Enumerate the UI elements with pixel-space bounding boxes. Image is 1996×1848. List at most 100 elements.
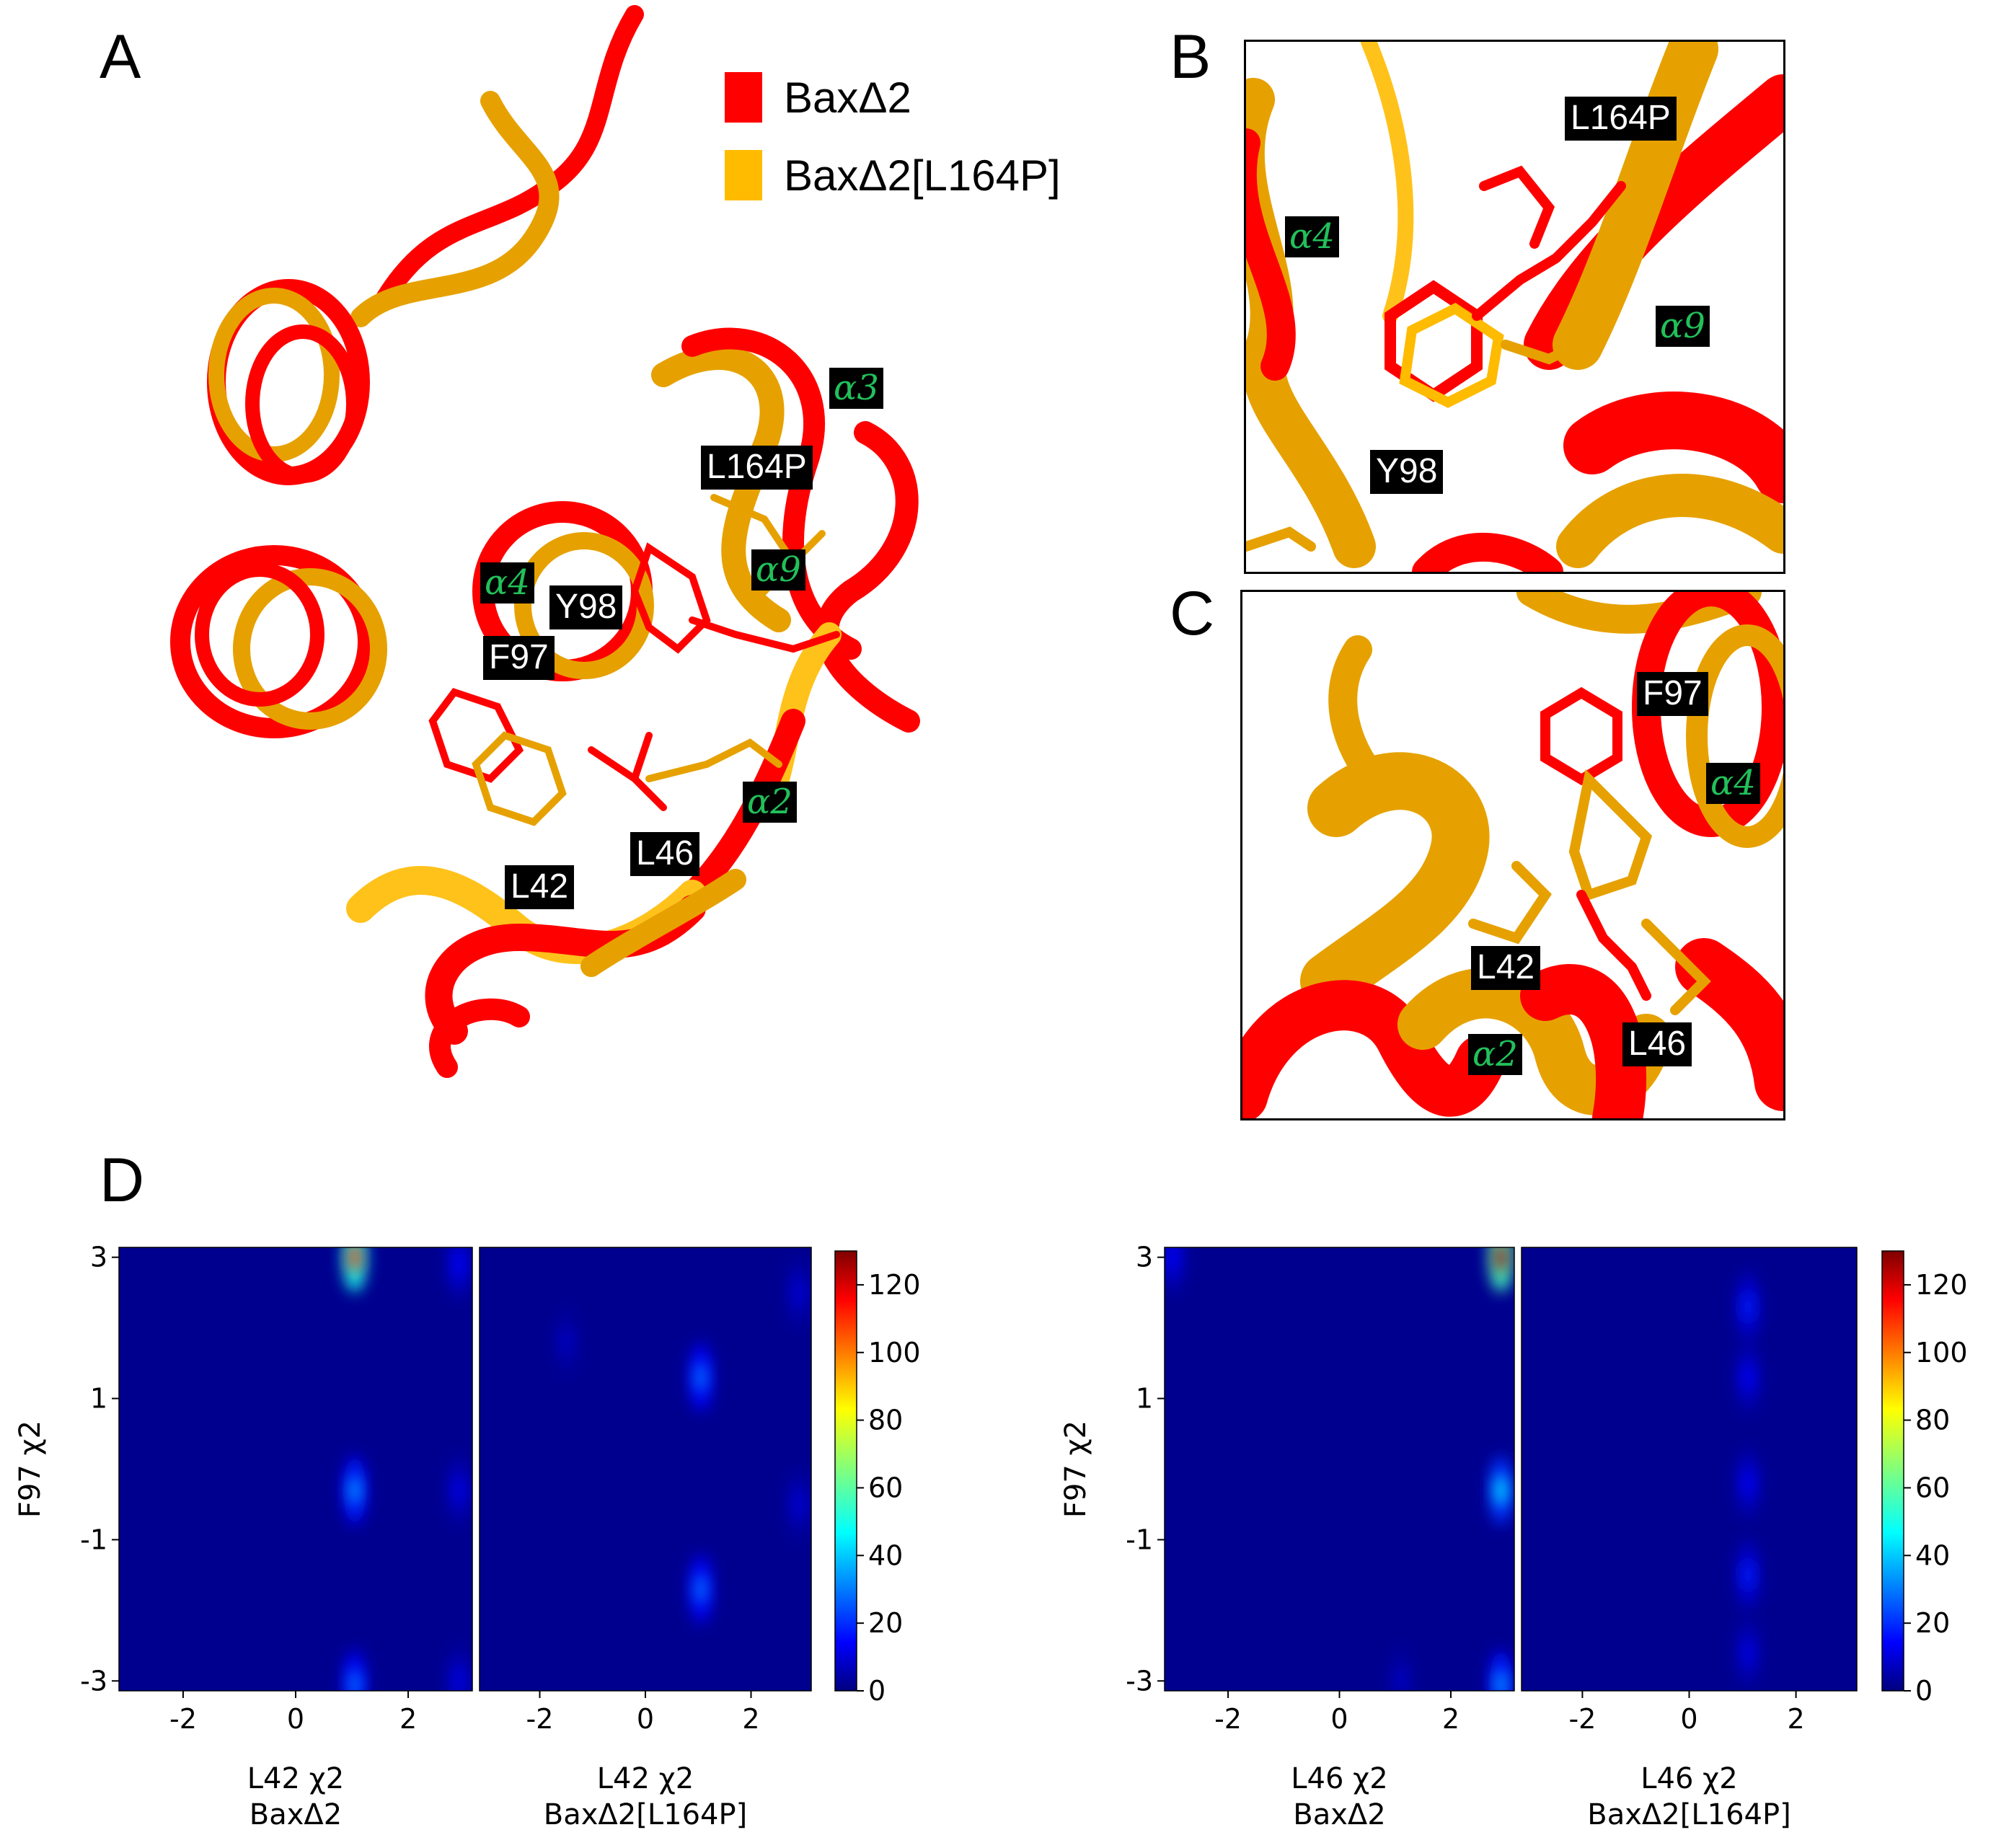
label-a4-b: α4 xyxy=(1285,216,1339,257)
density-spot-core xyxy=(453,1248,465,1281)
x-tick-label: 0 xyxy=(287,1703,304,1735)
x-axis-label-line2: BaxΔ2[L164P] xyxy=(1587,1798,1790,1831)
density-spot-core xyxy=(1395,1665,1407,1691)
x-tick-label: 2 xyxy=(399,1703,417,1735)
colorbar-tick-label: 0 xyxy=(868,1675,886,1707)
y-tick-label: -1 xyxy=(1126,1524,1153,1555)
x-axis-label-line1: L42 χ2 xyxy=(247,1762,344,1795)
legend-swatch-wt xyxy=(725,72,762,123)
colorbar-2: 120 100 80 60 40 20 0 xyxy=(1881,1250,1968,1707)
label-l46-c: L46 xyxy=(1622,1022,1692,1066)
label-a4-c: α4 xyxy=(1706,763,1760,804)
colorbar-tick-label: 100 xyxy=(868,1337,921,1369)
x-axis-label-line1: L42 χ2 xyxy=(597,1762,694,1795)
label-y98-b: Y98 xyxy=(1370,450,1444,494)
label-l42-a: L42 xyxy=(505,865,575,909)
heatmap-background xyxy=(1522,1247,1857,1691)
label-f97-a: F97 xyxy=(483,636,555,680)
panel-b-letter: B xyxy=(1170,22,1211,92)
x-tick-label: 0 xyxy=(1330,1703,1348,1735)
colorbar-tick-label: 120 xyxy=(868,1269,921,1301)
label-a2-c: α2 xyxy=(1468,1034,1522,1075)
inset-b xyxy=(1244,40,1785,574)
density-spot-core xyxy=(1495,1474,1507,1506)
label-l164p-b: L164P xyxy=(1565,97,1677,141)
inset-b-structure xyxy=(1246,42,1783,572)
x-tick-label: 2 xyxy=(742,1703,759,1735)
x-tick-label: 2 xyxy=(1787,1703,1804,1735)
density-spot-core xyxy=(1741,1559,1754,1591)
colorbar-tick-label: 80 xyxy=(1915,1405,1950,1436)
legend-label-mutant: BaxΔ2[L164P] xyxy=(784,151,1061,200)
y-tick-label: 3 xyxy=(90,1242,107,1273)
heatmap-background xyxy=(1165,1247,1514,1691)
colorbar-tick-label: 20 xyxy=(868,1607,903,1639)
colorbar-tick-label: 100 xyxy=(1915,1337,1968,1369)
colorbar-1: 120 100 80 60 40 20 0 xyxy=(834,1250,921,1707)
density-spot-core xyxy=(348,1247,361,1273)
x-tick-label: -2 xyxy=(526,1703,554,1735)
density-spot-core xyxy=(453,1665,465,1691)
y-tick-label: 1 xyxy=(1136,1383,1153,1415)
y-tick-label: -1 xyxy=(80,1524,107,1555)
protein-structure-a xyxy=(170,5,920,1078)
x-axis-label-line2: BaxΔ2[L164P] xyxy=(544,1798,747,1831)
label-l46-a: L46 xyxy=(630,832,700,876)
x-tick-label: 2 xyxy=(1442,1703,1460,1735)
inset-c-structure xyxy=(1242,592,1783,1118)
density-spot-core xyxy=(453,1474,465,1506)
density-spot-core xyxy=(1741,1291,1754,1323)
legend-swatch-mutant xyxy=(725,150,762,200)
colorbar-tick-label: 40 xyxy=(868,1539,903,1571)
colorbar-gradient xyxy=(1881,1250,1904,1692)
density-spot-core xyxy=(348,1474,361,1506)
label-a3: α3 xyxy=(829,368,883,409)
density-spot-core xyxy=(792,1276,805,1309)
density-spot-core xyxy=(1166,1247,1178,1273)
panel-a-letter: A xyxy=(100,22,141,92)
label-l42-c: L42 xyxy=(1471,946,1541,990)
x-tick-label: -2 xyxy=(1568,1703,1596,1735)
x-tick-label: -2 xyxy=(169,1703,197,1735)
heatmap-density-spots xyxy=(1165,1247,1513,1691)
y-tick-label: 3 xyxy=(1136,1242,1153,1273)
x-axis-label-line1: L46 χ2 xyxy=(1291,1762,1387,1795)
density-spot-core xyxy=(1741,1361,1754,1394)
x-axis-label-line2: BaxΔ2 xyxy=(250,1798,342,1831)
x-tick-label: 0 xyxy=(1680,1703,1697,1735)
x-axis-label-line2: BaxΔ2 xyxy=(1293,1798,1385,1831)
density-spot-core xyxy=(1495,1668,1507,1691)
density-spot-core xyxy=(560,1326,573,1358)
colorbar-tick-label: 80 xyxy=(868,1405,903,1436)
heatmap-density-spots xyxy=(555,1257,811,1624)
panel-c-letter: C xyxy=(1170,579,1215,648)
inset-c xyxy=(1240,590,1785,1120)
density-spot-core xyxy=(348,1668,361,1691)
density-spot-core xyxy=(1741,1637,1754,1669)
heatmap-background xyxy=(480,1247,811,1691)
y-axis-label: F97 χ2 xyxy=(1059,1420,1092,1518)
label-a9-a: α9 xyxy=(751,549,805,591)
colorbar-gradient xyxy=(834,1250,857,1692)
colorbar-tick-label: 20 xyxy=(1915,1607,1950,1639)
y-tick-label: -3 xyxy=(1126,1665,1153,1697)
x-tick-label: -2 xyxy=(1214,1703,1242,1735)
panel-d-letter: D xyxy=(100,1146,145,1215)
label-a4-a: α4 xyxy=(480,562,534,604)
heatmap-density-spots xyxy=(343,1247,471,1691)
label-a2-a: α2 xyxy=(743,782,797,823)
legend-item-mutant: BaxΔ2[L164P] xyxy=(725,150,1061,200)
density-spot-core xyxy=(694,1361,707,1394)
y-tick-label: -3 xyxy=(80,1665,107,1697)
colorbar-tick-label: 120 xyxy=(1915,1269,1968,1301)
density-spot-core xyxy=(694,1573,707,1605)
label-y98-a: Y98 xyxy=(549,585,623,629)
colorbar-tick-label: 0 xyxy=(1915,1675,1933,1707)
density-spot-core xyxy=(1741,1467,1754,1500)
colorbar-tick-label: 40 xyxy=(1915,1539,1950,1571)
y-axis-label: F97 χ2 xyxy=(14,1420,47,1518)
heatmap-background xyxy=(119,1247,472,1691)
